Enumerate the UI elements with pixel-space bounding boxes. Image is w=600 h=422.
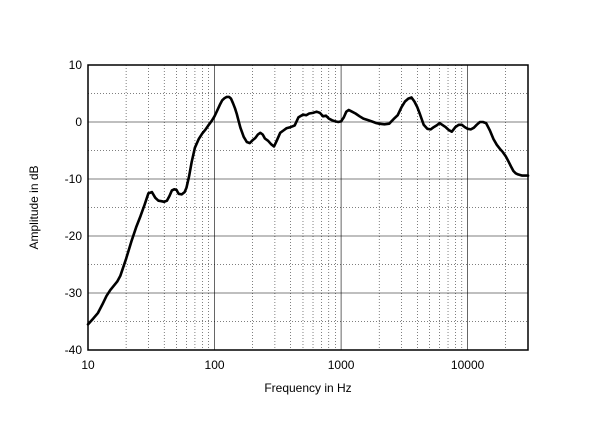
x-tick-label: 100 (205, 358, 225, 372)
series-layer (86, 95, 530, 326)
minor-grid (88, 65, 528, 350)
y-tick-label: -20 (65, 229, 83, 243)
plot-frame (87, 64, 529, 351)
x-tick-label: 10000 (451, 358, 485, 372)
y-axis-label: Amplitude in dB (27, 165, 41, 249)
major-grid (88, 65, 528, 350)
y-tick-label: -30 (65, 286, 83, 300)
x-axis-label: Frequency in Hz (264, 381, 351, 395)
y-tick-label: 0 (75, 115, 82, 129)
x-tick-label: 1000 (328, 358, 355, 372)
y-tick-label: -40 (65, 343, 83, 357)
x-tick-labels: 10 100 1000 10000 (81, 358, 484, 372)
x-tick-label: 10 (81, 358, 95, 372)
y-tick-label: -10 (65, 172, 83, 186)
series-line (86, 95, 530, 326)
y-tick-label: 10 (69, 58, 83, 72)
y-tick-labels: 10 0 -10 -20 -30 -40 (65, 58, 83, 357)
